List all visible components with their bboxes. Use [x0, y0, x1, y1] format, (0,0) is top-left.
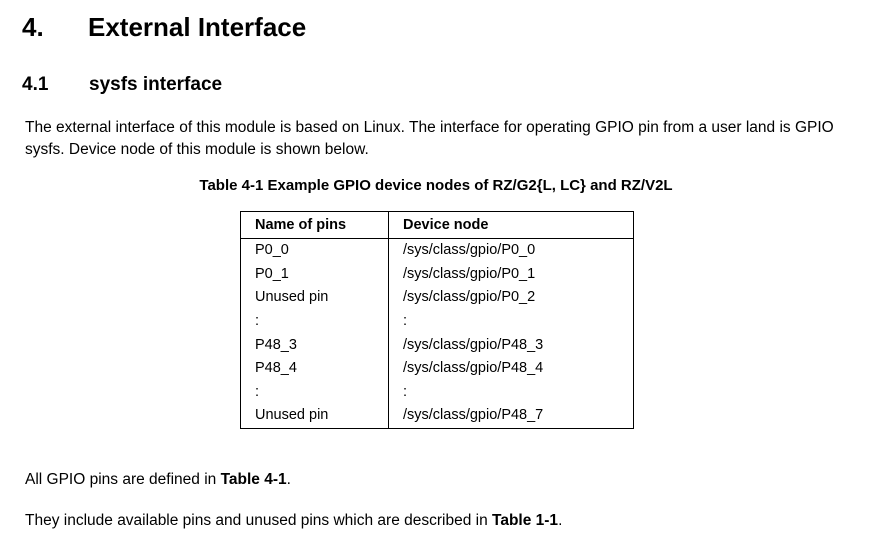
device-node-cell: /sys/class/gpio/P48_7 — [388, 404, 634, 429]
section-heading: 4. External Interface — [22, 12, 306, 43]
column-header-device-node: Device node — [388, 211, 634, 239]
table-header-row: Name of pins Device node — [240, 211, 634, 239]
table-caption: Table 4-1 Example GPIO device nodes of R… — [199, 177, 673, 194]
table-row: : : — [240, 380, 634, 405]
device-node-cell: /sys/class/gpio/P48_3 — [388, 333, 634, 357]
table-row: : : — [240, 309, 634, 334]
subsection-number: 4.1 — [22, 74, 49, 95]
device-node-cell: /sys/class/gpio/P0_1 — [388, 262, 634, 287]
table-row: P0_0 /sys/class/gpio/P0_0 — [240, 238, 634, 263]
pin-name-cell: Unused pin — [240, 404, 389, 429]
gpio-device-table: Name of pins Device node P0_0 /sys/class… — [240, 211, 634, 429]
pin-name-cell: P48_4 — [240, 356, 389, 381]
device-node-cell: : — [388, 380, 634, 405]
note-end: . — [286, 471, 291, 488]
table-row: P48_3 /sys/class/gpio/P48_3 — [240, 333, 634, 357]
note-end: . — [558, 512, 563, 529]
subsection-heading: 4.1 sysfs interface — [22, 74, 222, 96]
unused-pins-note: They include available pins and unused p… — [25, 512, 562, 530]
pin-name-cell: Unused pin — [240, 286, 389, 310]
subsection-title: sysfs interface — [89, 74, 223, 95]
table-row: P0_1 /sys/class/gpio/P0_1 — [240, 262, 634, 287]
table-reference: Table 1-1 — [492, 512, 559, 529]
table-row: P48_4 /sys/class/gpio/P48_4 — [240, 356, 634, 381]
section-title: External Interface — [88, 12, 307, 42]
pin-name-cell: P48_3 — [240, 333, 389, 357]
pin-name-cell: : — [240, 380, 389, 405]
section-number: 4. — [22, 12, 44, 42]
note-text: All GPIO pins are defined in — [25, 471, 221, 488]
note-text: They include available pins and unused p… — [25, 512, 493, 529]
pin-name-cell: P0_0 — [240, 238, 389, 263]
device-node-cell: : — [388, 309, 634, 334]
column-header-pin-name: Name of pins — [240, 211, 389, 239]
pin-name-cell: : — [240, 309, 389, 334]
device-node-cell: /sys/class/gpio/P0_2 — [388, 286, 634, 310]
device-node-cell: /sys/class/gpio/P48_4 — [388, 356, 634, 381]
device-node-cell: /sys/class/gpio/P0_0 — [388, 238, 634, 263]
pin-name-cell: P0_1 — [240, 262, 389, 287]
table-reference: Table 4-1 — [220, 471, 287, 488]
definition-note: All GPIO pins are defined in Table 4-1. — [25, 471, 291, 489]
intro-paragraph: The external interface of this module is… — [25, 119, 834, 158]
table-row: Unused pin /sys/class/gpio/P48_7 — [240, 404, 634, 429]
table-row: Unused pin /sys/class/gpio/P0_2 — [240, 286, 634, 310]
